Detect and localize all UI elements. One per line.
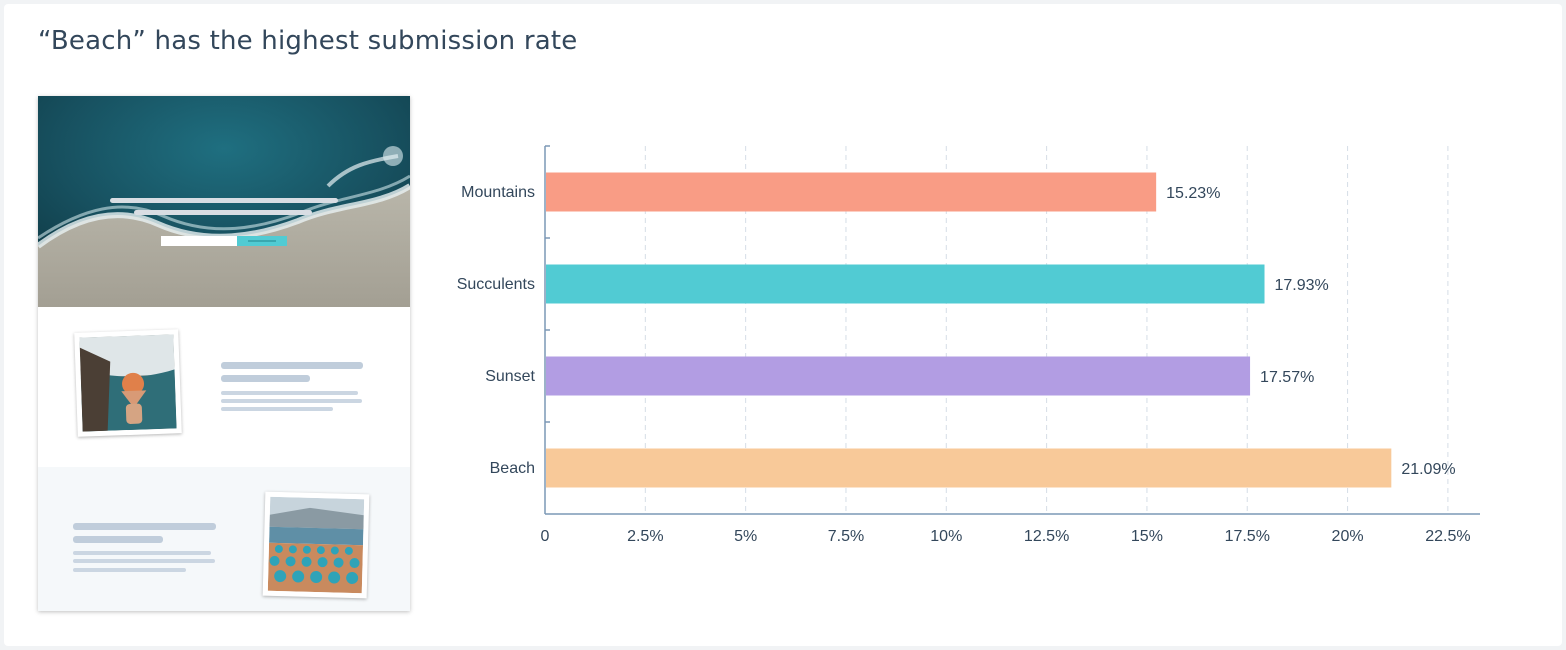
chart-canvas: 0 2.5% 5% 7.5% 10% 12.5% 15% 17.5% 20% 22.5% Mount… (457, 145, 1480, 545)
category-label: Sunset (485, 368, 535, 385)
category-label: Mountains (461, 184, 535, 201)
text-placeholder-line (221, 407, 333, 411)
chart-title: “Beach” has the highest submission rate (38, 26, 578, 56)
category-label: Succulents (457, 276, 535, 293)
text-placeholder-heading (73, 523, 216, 530)
hero-image-ocean (38, 96, 410, 307)
data-label: 17.57% (1260, 369, 1314, 386)
category-label: Beach (490, 460, 535, 477)
text-placeholder-line (73, 559, 215, 563)
text-placeholder-line (221, 391, 358, 395)
data-label: 15.23% (1166, 185, 1220, 202)
bar-beach (546, 448, 1392, 488)
text-placeholder-line (221, 399, 362, 403)
text-placeholder-line (73, 568, 186, 572)
photo-beach-umbrellas (262, 491, 370, 599)
text-placeholder-subheading (221, 375, 310, 382)
x-tick-label: 22.5% (1425, 528, 1470, 545)
x-tick-label: 17.5% (1225, 528, 1270, 545)
bar-mountains (546, 172, 1157, 212)
bar-sunset (546, 356, 1251, 396)
x-tick-label: 12.5% (1024, 528, 1069, 545)
photo-hand-shell (74, 329, 182, 437)
text-placeholder-line (73, 551, 211, 555)
x-tick-label: 20% (1332, 528, 1364, 545)
text-placeholder-heading (221, 362, 363, 369)
x-tick-label: 5% (734, 528, 757, 545)
x-tick-label: 0 (541, 528, 550, 545)
x-tick-label: 10% (930, 528, 962, 545)
x-tick-label: 15% (1131, 528, 1163, 545)
data-label: 17.93% (1275, 277, 1329, 294)
feature-section-1 (38, 307, 410, 467)
data-label: 21.09% (1401, 461, 1455, 478)
landing-page-preview[interactable] (38, 96, 410, 611)
x-tick-label: 2.5% (627, 528, 663, 545)
submission-rate-chart: 0 2.5% 5% 7.5% 10% 12.5% 15% 17.5% 20% 22.5% Mount… (440, 130, 1500, 560)
bar-succulents (546, 264, 1265, 304)
text-placeholder-subheading (73, 536, 163, 543)
x-tick-label: 7.5% (828, 528, 864, 545)
